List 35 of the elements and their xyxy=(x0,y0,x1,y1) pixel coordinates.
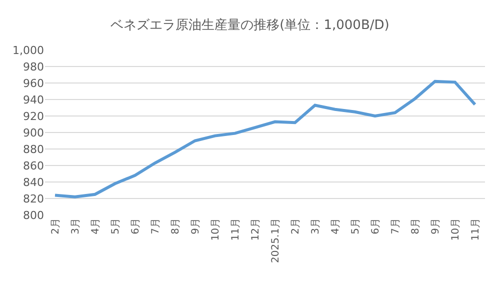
x-tick-label: 9月 xyxy=(190,218,202,234)
x-tick-label: 4月 xyxy=(330,218,342,234)
y-tick-label: 880 xyxy=(23,142,44,156)
x-tick-label: 8月 xyxy=(410,218,422,234)
y-tick-label: 920 xyxy=(23,110,44,123)
x-tick-label: 5月 xyxy=(110,218,122,234)
x-tick-label: 3月 xyxy=(70,218,82,234)
x-tick-label: 6月 xyxy=(370,218,382,234)
x-tick-label: 2月 xyxy=(50,218,62,234)
y-tick-label: 860 xyxy=(23,159,44,172)
x-tick-label: 10月 xyxy=(210,218,222,241)
line-series xyxy=(54,80,476,198)
chart-title: ベネズエラ原油生産量の推移(単位：1,000B/D) xyxy=(110,16,390,33)
x-tick-label: 8月 xyxy=(170,218,182,234)
y-tick-label: 940 xyxy=(23,93,44,106)
x-tick-label: 6月 xyxy=(130,218,142,234)
x-tick-label: 2025.1月 xyxy=(270,218,282,263)
y-tick-label: 800 xyxy=(23,208,44,222)
x-tick-label: 10月 xyxy=(450,218,462,241)
x-tick-label: 7月 xyxy=(390,218,402,234)
x-tick-label: 7月 xyxy=(150,218,162,234)
x-tick-label: 12月 xyxy=(250,218,262,241)
y-tick-label: 1,000 xyxy=(12,44,44,57)
y-tick-label: 900 xyxy=(23,126,44,140)
y-tick-label: 840 xyxy=(23,176,44,189)
x-tick-label: 3月 xyxy=(310,218,322,234)
x-tick-label: 4月 xyxy=(90,218,102,234)
x-tick-label: 11月 xyxy=(230,218,242,241)
x-tick-label: 9月 xyxy=(430,218,442,234)
x-tick-label: 5月 xyxy=(350,218,362,234)
y-tick-label: 980 xyxy=(23,60,44,74)
x-tick-label: 2月 xyxy=(290,218,302,234)
x-tick-label: 11月 xyxy=(470,218,482,241)
y-tick-label: 960 xyxy=(23,76,44,90)
y-tick-label: 820 xyxy=(23,192,44,206)
